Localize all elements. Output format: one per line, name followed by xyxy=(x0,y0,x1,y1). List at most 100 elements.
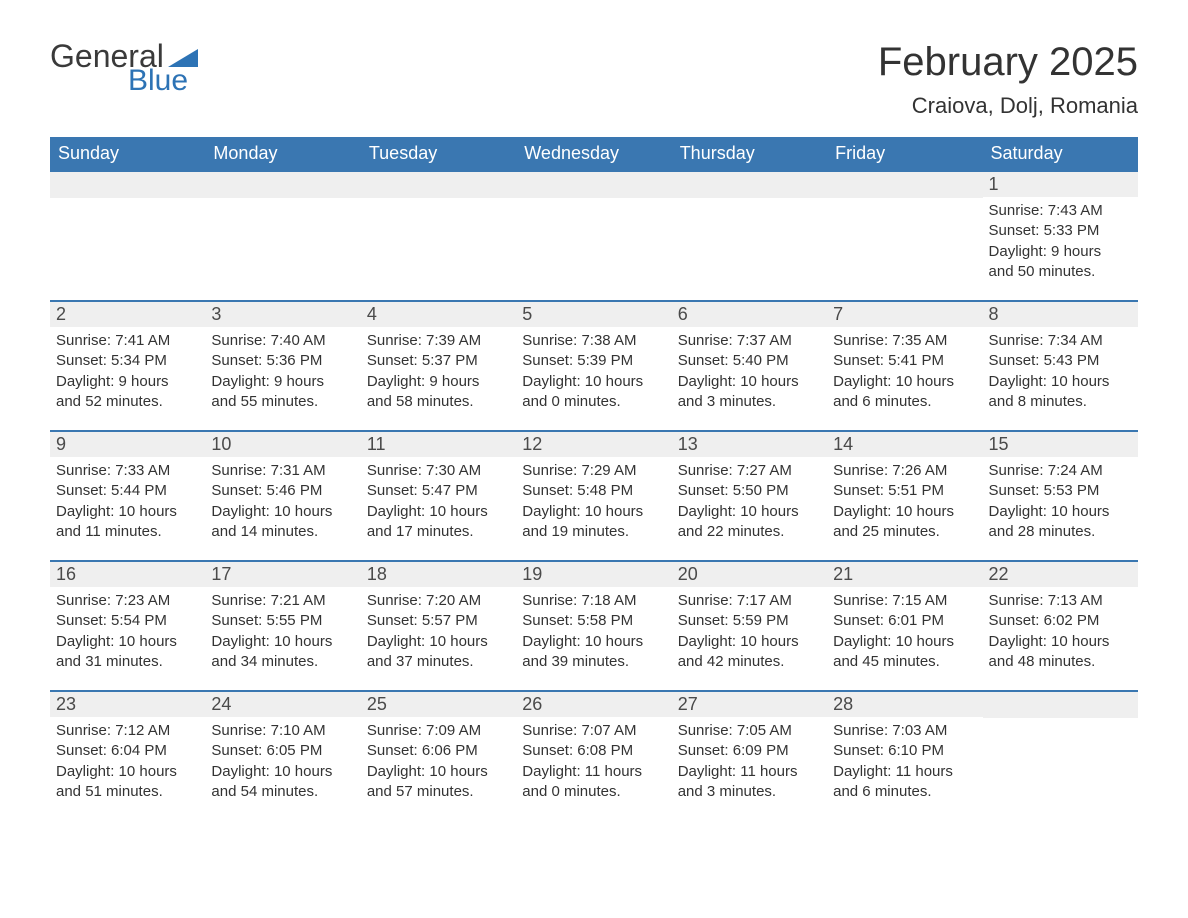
day-number: 17 xyxy=(205,562,360,587)
day-number: 21 xyxy=(827,562,982,587)
day-daylight2: and 58 minutes. xyxy=(367,392,510,412)
day-number: 16 xyxy=(50,562,205,587)
day-body: Sunrise: 7:23 AMSunset: 5:54 PMDaylight:… xyxy=(50,587,205,676)
day-daylight1: Daylight: 10 hours xyxy=(56,502,199,522)
day-number: 18 xyxy=(361,562,516,587)
calendar-week-row: 2Sunrise: 7:41 AMSunset: 5:34 PMDaylight… xyxy=(50,301,1138,431)
day-sunset: Sunset: 5:44 PM xyxy=(56,481,199,501)
day-body: Sunrise: 7:40 AMSunset: 5:36 PMDaylight:… xyxy=(205,327,360,416)
day-sunset: Sunset: 5:43 PM xyxy=(989,351,1132,371)
day-daylight1: Daylight: 9 hours xyxy=(367,372,510,392)
day-sunset: Sunset: 5:58 PM xyxy=(522,611,665,631)
calendar-day-cell: 26Sunrise: 7:07 AMSunset: 6:08 PMDayligh… xyxy=(516,691,671,820)
weekday-header: Wednesday xyxy=(516,137,671,171)
day-body: Sunrise: 7:30 AMSunset: 5:47 PMDaylight:… xyxy=(361,457,516,546)
day-body: Sunrise: 7:31 AMSunset: 5:46 PMDaylight:… xyxy=(205,457,360,546)
calendar-day-cell xyxy=(361,171,516,301)
day-daylight2: and 50 minutes. xyxy=(989,262,1132,282)
calendar-day-cell: 9 Sunrise: 7:33 AMSunset: 5:44 PMDaylight… xyxy=(50,431,205,561)
day-daylight1: Daylight: 11 hours xyxy=(833,762,976,782)
calendar-day-cell: 20Sunrise: 7:17 AMSunset: 5:59 PMDayligh… xyxy=(672,561,827,691)
day-sunset: Sunset: 5:50 PM xyxy=(678,481,821,501)
location-text: Craiova, Dolj, Romania xyxy=(878,93,1138,119)
day-sunrise: Sunrise: 7:39 AM xyxy=(367,331,510,351)
day-number: 27 xyxy=(672,692,827,717)
day-daylight2: and 6 minutes. xyxy=(833,782,976,802)
day-sunset: Sunset: 6:05 PM xyxy=(211,741,354,761)
day-sunrise: Sunrise: 7:21 AM xyxy=(211,591,354,611)
calendar-day-cell: 10Sunrise: 7:31 AMSunset: 5:46 PMDayligh… xyxy=(205,431,360,561)
day-number: 2 xyxy=(50,302,205,327)
calendar-day-cell: 13Sunrise: 7:27 AMSunset: 5:50 PMDayligh… xyxy=(672,431,827,561)
day-sunrise: Sunrise: 7:20 AM xyxy=(367,591,510,611)
weekday-header: Tuesday xyxy=(361,137,516,171)
day-daylight1: Daylight: 9 hours xyxy=(989,242,1132,262)
day-sunset: Sunset: 6:02 PM xyxy=(989,611,1132,631)
day-daylight1: Daylight: 10 hours xyxy=(211,502,354,522)
day-sunrise: Sunrise: 7:37 AM xyxy=(678,331,821,351)
day-body: Sunrise: 7:38 AMSunset: 5:39 PMDaylight:… xyxy=(516,327,671,416)
day-body: Sunrise: 7:17 AMSunset: 5:59 PMDaylight:… xyxy=(672,587,827,676)
day-body: Sunrise: 7:20 AMSunset: 5:57 PMDaylight:… xyxy=(361,587,516,676)
day-sunrise: Sunrise: 7:24 AM xyxy=(989,461,1132,481)
day-number: 15 xyxy=(983,432,1138,457)
day-daylight2: and 14 minutes. xyxy=(211,522,354,542)
day-sunrise: Sunrise: 7:03 AM xyxy=(833,721,976,741)
calendar-day-cell: 16Sunrise: 7:23 AMSunset: 5:54 PMDayligh… xyxy=(50,561,205,691)
day-sunset: Sunset: 6:06 PM xyxy=(367,741,510,761)
day-sunrise: Sunrise: 7:12 AM xyxy=(56,721,199,741)
day-daylight2: and 54 minutes. xyxy=(211,782,354,802)
day-number: 4 xyxy=(361,302,516,327)
day-daylight1: Daylight: 10 hours xyxy=(522,372,665,392)
day-number: 9 xyxy=(50,432,205,457)
day-sunrise: Sunrise: 7:30 AM xyxy=(367,461,510,481)
day-number xyxy=(983,692,1138,718)
day-number xyxy=(361,172,516,198)
day-daylight1: Daylight: 11 hours xyxy=(522,762,665,782)
calendar-day-cell: 2Sunrise: 7:41 AMSunset: 5:34 PMDaylight… xyxy=(50,301,205,431)
day-daylight2: and 42 minutes. xyxy=(678,652,821,672)
day-sunset: Sunset: 6:08 PM xyxy=(522,741,665,761)
weekday-header: Saturday xyxy=(983,137,1138,171)
day-body: Sunrise: 7:29 AMSunset: 5:48 PMDaylight:… xyxy=(516,457,671,546)
day-daylight2: and 3 minutes. xyxy=(678,392,821,412)
calendar-week-row: 1Sunrise: 7:43 AMSunset: 5:33 PMDaylight… xyxy=(50,171,1138,301)
day-body: Sunrise: 7:41 AMSunset: 5:34 PMDaylight:… xyxy=(50,327,205,416)
day-sunrise: Sunrise: 7:33 AM xyxy=(56,461,199,481)
day-sunrise: Sunrise: 7:17 AM xyxy=(678,591,821,611)
day-sunset: Sunset: 5:48 PM xyxy=(522,481,665,501)
day-daylight1: Daylight: 10 hours xyxy=(833,632,976,652)
day-body: Sunrise: 7:21 AMSunset: 5:55 PMDaylight:… xyxy=(205,587,360,676)
calendar-day-cell: 24Sunrise: 7:10 AMSunset: 6:05 PMDayligh… xyxy=(205,691,360,820)
day-daylight2: and 37 minutes. xyxy=(367,652,510,672)
day-number xyxy=(50,172,205,198)
day-body: Sunrise: 7:12 AMSunset: 6:04 PMDaylight:… xyxy=(50,717,205,806)
day-sunrise: Sunrise: 7:23 AM xyxy=(56,591,199,611)
calendar-week-row: 16Sunrise: 7:23 AMSunset: 5:54 PMDayligh… xyxy=(50,561,1138,691)
day-sunset: Sunset: 5:39 PM xyxy=(522,351,665,371)
day-daylight1: Daylight: 10 hours xyxy=(56,632,199,652)
day-daylight2: and 51 minutes. xyxy=(56,782,199,802)
day-sunrise: Sunrise: 7:38 AM xyxy=(522,331,665,351)
calendar-day-cell xyxy=(983,691,1138,820)
weekday-header: Sunday xyxy=(50,137,205,171)
calendar-day-cell: 28Sunrise: 7:03 AMSunset: 6:10 PMDayligh… xyxy=(827,691,982,820)
day-daylight1: Daylight: 10 hours xyxy=(678,502,821,522)
calendar-day-cell: 8Sunrise: 7:34 AMSunset: 5:43 PMDaylight… xyxy=(983,301,1138,431)
day-number: 14 xyxy=(827,432,982,457)
day-sunrise: Sunrise: 7:07 AM xyxy=(522,721,665,741)
day-number: 24 xyxy=(205,692,360,717)
day-daylight1: Daylight: 10 hours xyxy=(211,632,354,652)
day-body: Sunrise: 7:37 AMSunset: 5:40 PMDaylight:… xyxy=(672,327,827,416)
day-number: 23 xyxy=(50,692,205,717)
day-sunset: Sunset: 5:47 PM xyxy=(367,481,510,501)
day-body: Sunrise: 7:27 AMSunset: 5:50 PMDaylight:… xyxy=(672,457,827,546)
day-daylight2: and 11 minutes. xyxy=(56,522,199,542)
day-body: Sunrise: 7:24 AMSunset: 5:53 PMDaylight:… xyxy=(983,457,1138,546)
day-sunrise: Sunrise: 7:31 AM xyxy=(211,461,354,481)
calendar-day-cell xyxy=(827,171,982,301)
day-number: 8 xyxy=(983,302,1138,327)
day-sunset: Sunset: 5:40 PM xyxy=(678,351,821,371)
day-sunset: Sunset: 6:01 PM xyxy=(833,611,976,631)
day-sunrise: Sunrise: 7:34 AM xyxy=(989,331,1132,351)
